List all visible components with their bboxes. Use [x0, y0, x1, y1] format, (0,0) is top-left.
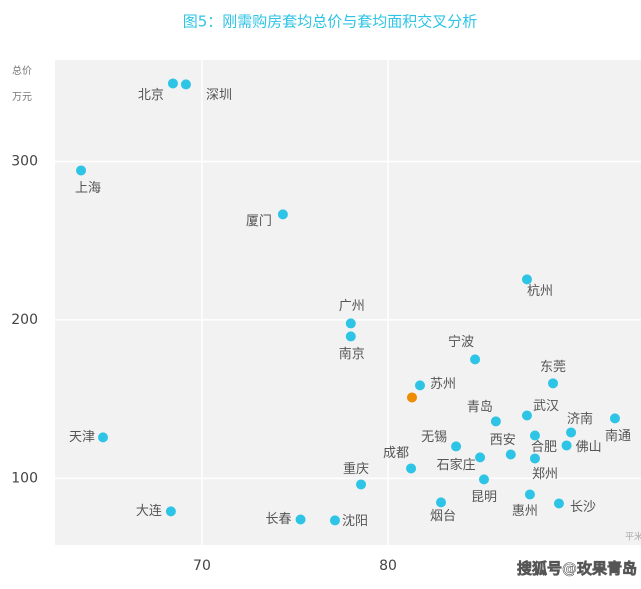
point-label: 北京: [138, 88, 164, 103]
point-label: 长沙: [570, 500, 596, 515]
point-label: 沈阳: [342, 514, 368, 529]
point: [548, 378, 559, 389]
chart-title: 图5：刚需购房套均总价与套均面积交叉分析: [183, 13, 478, 31]
point: [609, 413, 620, 424]
y-tick-label: 300: [11, 153, 38, 169]
watermark: 搜狐号@玫果青岛: [517, 560, 637, 578]
y-tick-label: 100: [11, 470, 38, 486]
point: [180, 79, 191, 90]
point-label: 西安: [490, 433, 516, 448]
point: [406, 392, 417, 403]
point-label: 石家庄: [437, 457, 476, 473]
point-label: 大连: [136, 503, 162, 519]
point: [406, 463, 417, 474]
point-label: 杭州: [527, 284, 553, 299]
point-label: 昆明: [471, 490, 497, 505]
point: [553, 498, 564, 509]
point: [329, 515, 340, 526]
point: [97, 432, 108, 443]
point-label: 烟台: [430, 509, 456, 524]
point: [345, 331, 356, 342]
point: [478, 474, 489, 485]
point-label: 青岛: [467, 399, 493, 415]
x-tick-label: 70: [193, 558, 211, 574]
point-label: 济南: [567, 411, 593, 427]
point-label: 合肥: [531, 440, 557, 455]
y-axis-label: 万元: [12, 92, 32, 103]
point-label: 郑州: [532, 467, 558, 482]
point: [414, 380, 425, 391]
point: [521, 410, 532, 421]
point: [356, 479, 367, 490]
point: [436, 497, 447, 508]
point-label: 宁波: [448, 334, 474, 350]
point: [524, 489, 535, 500]
x-axis-label: 平米: [625, 531, 641, 543]
point-label: 重庆: [343, 461, 369, 477]
point-label: 深圳: [206, 88, 232, 103]
plot-area: [55, 60, 641, 545]
point: [76, 165, 87, 176]
point: [529, 430, 540, 441]
point-label: 厦门: [246, 214, 272, 229]
point: [505, 449, 516, 460]
point-label: 天津: [69, 430, 95, 445]
point-label: 东莞: [540, 360, 566, 375]
point-label: 上海: [75, 181, 101, 196]
point-label: 南京: [339, 346, 365, 362]
point: [566, 427, 577, 438]
point-label: 成都: [383, 446, 409, 461]
point-label: 佛山: [576, 440, 602, 455]
point: [165, 506, 176, 517]
point-label: 惠州: [512, 504, 538, 519]
point: [295, 514, 306, 525]
point: [277, 209, 288, 220]
y-axis-label: 总价: [12, 64, 32, 77]
point: [561, 440, 572, 451]
point-label: 无锡: [421, 430, 447, 445]
point-label: 广州: [339, 299, 365, 314]
point: [345, 318, 356, 329]
point-label: 长春: [266, 512, 292, 527]
x-tick-label: 80: [379, 558, 397, 574]
point-label: 武汉: [533, 399, 559, 414]
y-tick-label: 200: [11, 312, 38, 328]
point: [451, 441, 462, 452]
point: [490, 416, 501, 427]
point-label: 南通: [605, 428, 631, 444]
point: [521, 274, 532, 285]
point: [529, 453, 540, 464]
point: [475, 452, 486, 463]
point: [470, 354, 481, 365]
point-label: 苏州: [430, 376, 456, 392]
point: [167, 78, 178, 89]
